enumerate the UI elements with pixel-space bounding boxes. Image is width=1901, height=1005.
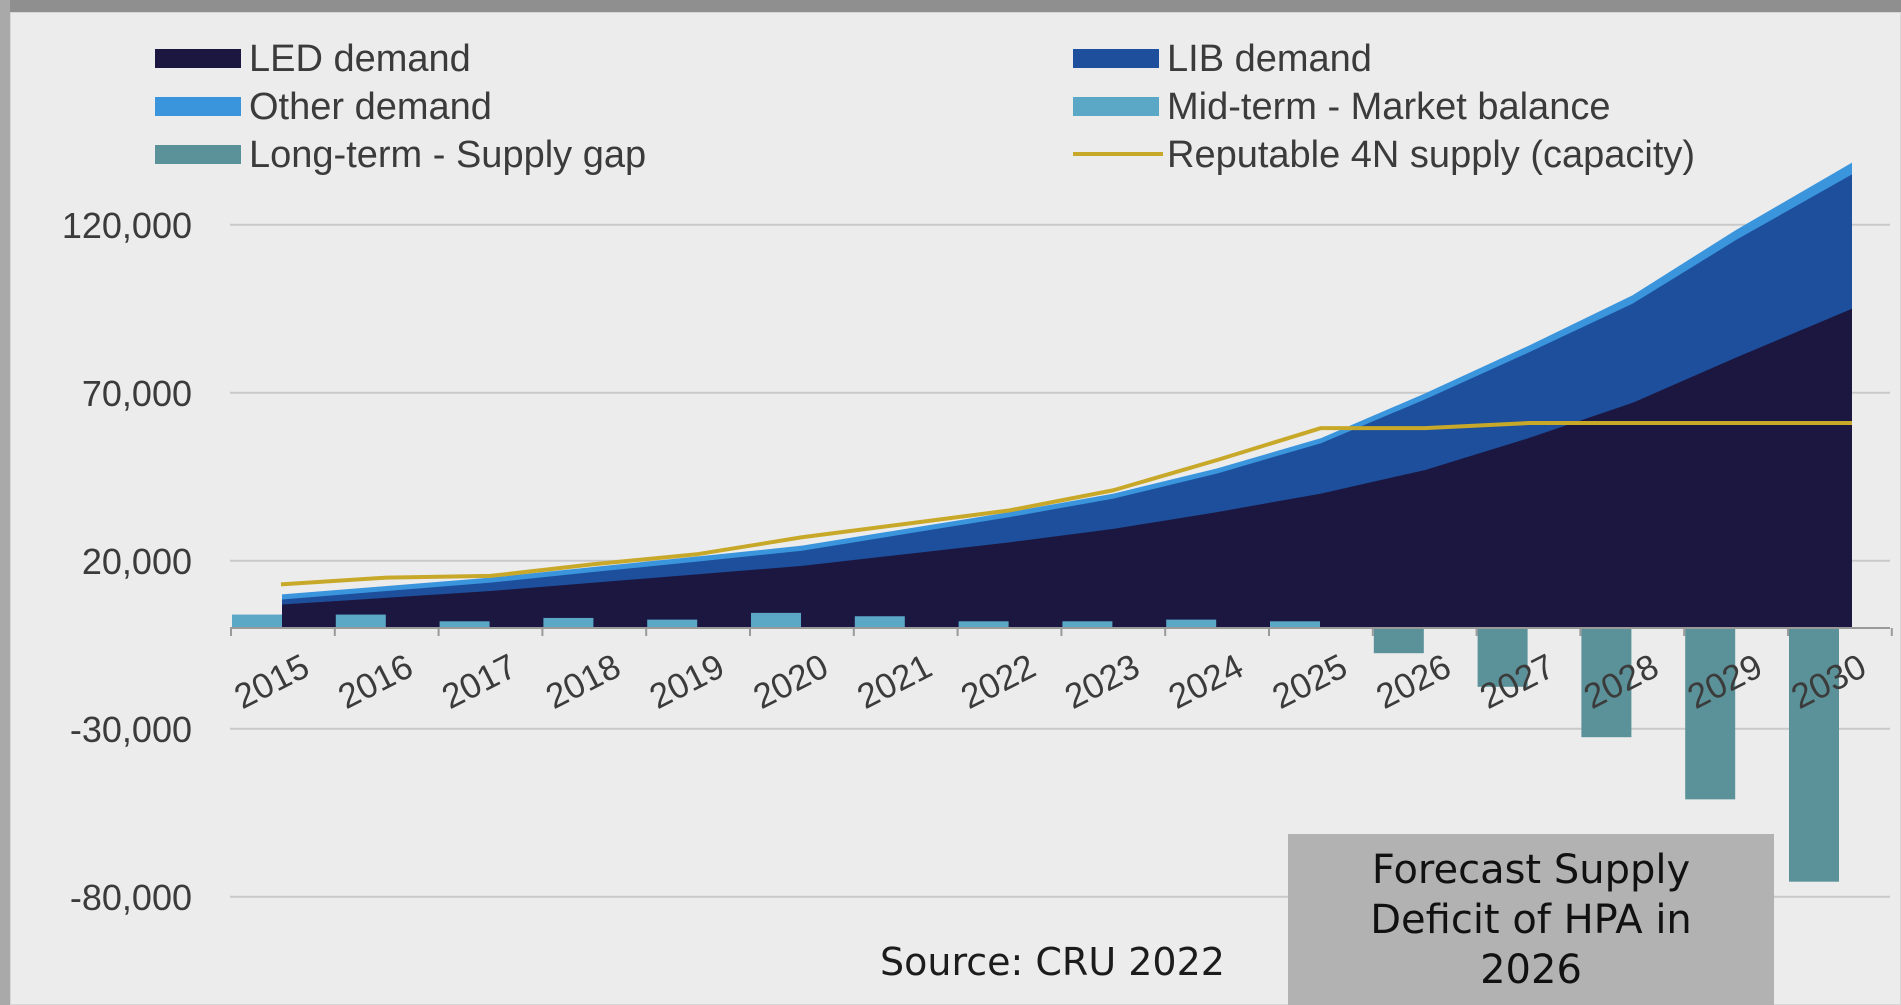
x-tick-label-2026: 2026 [1370,647,1457,717]
legend-label-long-term-supply-gap: Long-term - Supply gap [249,134,646,176]
x-tick-label-2016: 2016 [332,647,419,717]
legend-swatch-long-term-supply-gap [155,145,241,164]
callout-line-3: 2026 [1480,947,1582,993]
top-border [0,0,1901,12]
y-tick-label: 20,000 [82,541,192,582]
legend-swatch-other-demand [155,97,241,116]
bar-mid-term-market-balance-2018 [543,617,594,628]
bar-mid-term-market-balance-2021 [854,616,905,628]
bar-long-term-supply-gap-2028 [1581,628,1632,738]
bar-mid-term-market-balance-2024 [1166,619,1217,628]
bar-mid-term-market-balance-2020 [751,612,801,628]
legend-label-led-demand: LED demand [249,38,471,80]
y-tick-label: -30,000 [70,709,192,750]
legend-label-lib-demand: LIB demand [1167,38,1372,80]
bar-mid-term-market-balance-2025 [1270,621,1320,628]
x-tick-label-2021: 2021 [851,647,938,717]
legend-label-reputable-4n-supply-capacity: Reputable 4N supply (capacity) [1167,134,1695,176]
axes [230,627,1893,636]
x-tick-label-2015: 2015 [228,647,315,717]
balance-bars [232,612,1839,882]
bar-long-term-supply-gap-2030 [1789,628,1839,882]
y-tick-label: 120,000 [62,205,192,246]
legend-label-other-demand: Other demand [249,86,492,128]
capacity-line-layer [280,421,1852,587]
x-tick-label-2023: 2023 [1059,647,1146,717]
bar-long-term-supply-gap-2027 [1477,628,1528,687]
x-tick-label-2018: 2018 [540,647,627,717]
y-tick-labels: 120,000 70,000 20,000 -30,000 -80,000 [62,205,192,918]
bar-mid-term-market-balance-2017 [439,621,490,628]
y-tick-label: 70,000 [82,373,192,414]
bar-mid-term-market-balance-2019 [647,619,698,628]
x-tick-label-2024: 2024 [1162,647,1249,717]
x-tick-label-2019: 2019 [643,647,730,717]
legend-swatch-mid-term-market-balance [1073,97,1159,116]
x-tick-label-2022: 2022 [955,647,1042,717]
x-tick-label-2020: 2020 [747,647,834,717]
line-reputable-4n-supply [280,421,1852,587]
source-note: Source: CRU 2022 [880,940,1225,984]
x-tick-label-2017: 2017 [436,647,523,717]
bar-mid-term-market-balance-2022 [958,621,1009,628]
y-tick-label: -80,000 [70,877,192,918]
area-led-demand [282,308,1852,628]
bar-mid-term-market-balance-2023 [1062,621,1113,628]
callout-line-1: Forecast Supply [1371,847,1691,893]
legend-swatch-led-demand [155,49,241,68]
bar-mid-term-market-balance-2016 [335,614,386,628]
callout-line-2: Deficit of HPA in [1370,897,1692,943]
bar-long-term-supply-gap-2029 [1685,628,1736,800]
legend-swatch-lib-demand [1073,49,1159,68]
legend: LED demand LIB demand Other demand Mid-term… [155,38,1695,176]
legend-label-mid-term-market-balance: Mid-term - Market balance [1167,86,1610,128]
bar-mid-term-market-balance-2015 [232,614,282,628]
bar-long-term-supply-gap-2026 [1373,628,1424,654]
stacked-areas [282,162,1852,628]
x-tick-label-2025: 2025 [1266,647,1353,717]
left-border [0,0,10,1005]
deficit-callout: Forecast Supply Deficit of HPA in 2026 [1288,834,1774,1005]
